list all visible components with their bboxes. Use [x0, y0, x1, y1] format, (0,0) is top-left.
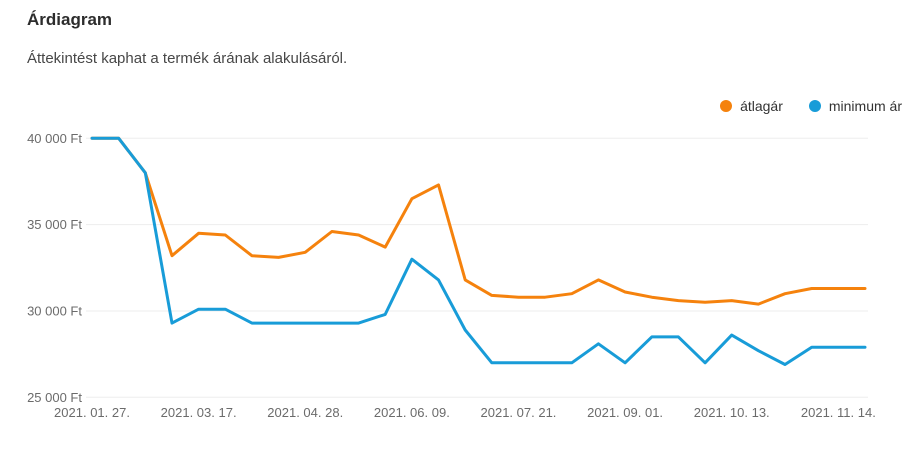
- page-title: Árdiagram: [27, 10, 113, 29]
- x-axis-label: 2021. 10. 13.: [694, 405, 770, 420]
- legend-item-average[interactable]: átlagár: [720, 98, 783, 114]
- y-axis-label: 40 000 Ft: [27, 131, 82, 146]
- x-axis-label: 2021. 06. 09.: [374, 405, 450, 420]
- legend-label-average: átlagár: [740, 98, 783, 114]
- x-axis-label: 2021. 04. 28.: [267, 405, 343, 420]
- series-line-átlagár: [90, 136, 867, 306]
- x-axis-label: 2021. 11. 14.: [801, 405, 876, 420]
- y-axis-label: 25 000 Ft: [27, 390, 82, 405]
- legend-item-minimum[interactable]: minimum ár: [808, 98, 902, 114]
- minimum-series-dot-icon: [808, 100, 821, 112]
- y-axis-label: 35 000 Ft: [27, 217, 82, 232]
- legend-label-minimum: minimum ár: [828, 98, 902, 114]
- average-series-dot-icon: [720, 100, 733, 112]
- y-axis-label: 30 000 Ft: [27, 303, 82, 318]
- chart-subtitle: Áttekintést kaphat a termék árának alaku…: [27, 50, 348, 67]
- x-axis-label: 2021. 03. 17.: [161, 405, 237, 420]
- x-axis-label: 2021. 01. 27.: [54, 405, 130, 420]
- chart-legend: átlagár minimum ár: [720, 98, 902, 114]
- x-axis-label: 2021. 09. 01.: [587, 405, 663, 420]
- x-axis-label: 2021. 07. 21.: [481, 405, 557, 420]
- series-line-minimum-ár: [90, 136, 867, 366]
